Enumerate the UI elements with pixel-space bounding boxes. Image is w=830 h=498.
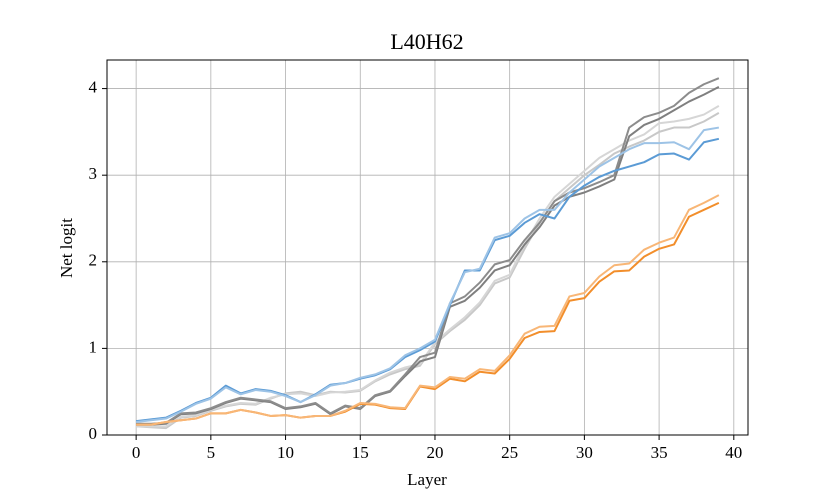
x-axis-label: Layer [407,470,447,489]
line-series [136,137,720,423]
y-axis-label: Net logit [57,218,76,278]
line-series [136,194,720,426]
x-tick-label: 0 [132,443,141,462]
x-tick-label: 40 [725,443,742,462]
x-tick-label: 10 [277,443,294,462]
y-tick-label: 1 [89,337,98,356]
y-tick-label: 4 [89,77,98,96]
chart-title: L40H62 [390,29,463,54]
x-tick-label: 25 [501,443,518,462]
x-tick-label: 20 [426,443,443,462]
x-tick-label: 30 [576,443,593,462]
x-tick-label: 15 [352,443,369,462]
line-series [136,77,720,425]
line-series [136,126,720,424]
x-tick-label: 35 [651,443,668,462]
line-series [136,111,720,430]
y-tick-label: 3 [89,164,98,183]
x-tick-label: 5 [207,443,216,462]
line-series [136,201,720,426]
y-tick-label: 2 [89,251,98,270]
y-tick-label: 0 [89,424,98,443]
line-series [136,105,720,428]
plot-frame [106,59,749,436]
line-series [136,85,720,426]
